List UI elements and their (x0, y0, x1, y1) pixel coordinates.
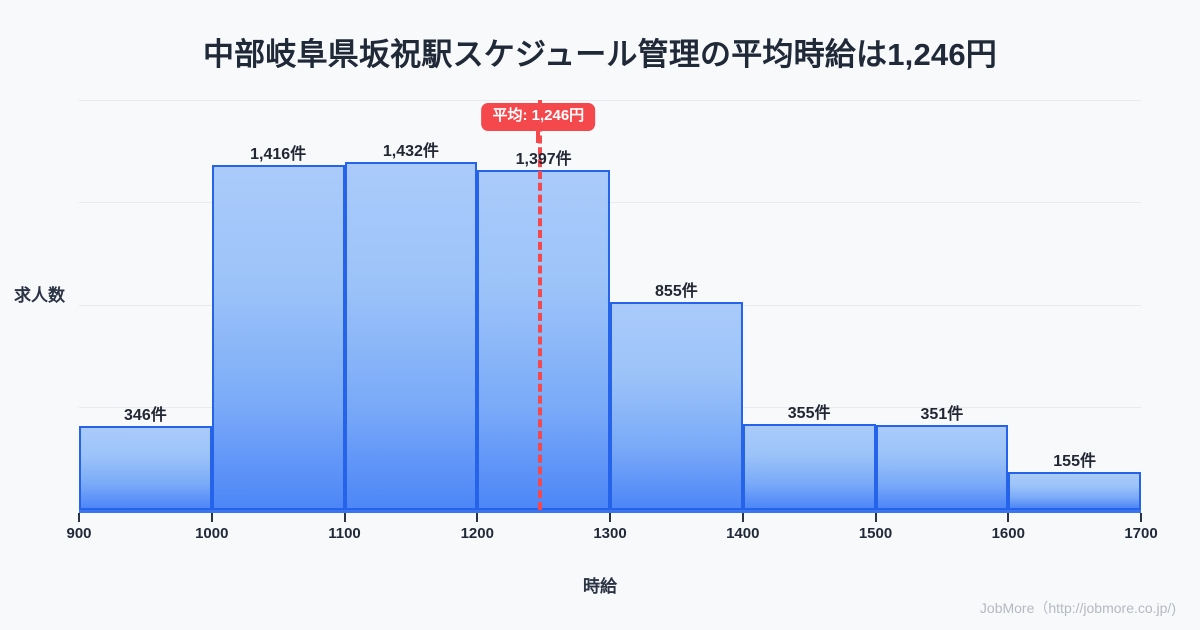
bar[interactable] (344, 161, 478, 510)
bar[interactable] (477, 170, 610, 510)
x-tick-mark (476, 513, 479, 522)
x-tick-mark (874, 513, 877, 522)
bar[interactable] (610, 301, 743, 510)
bar-value-label: 1,432件 (382, 142, 439, 160)
x-tick-mark (343, 513, 346, 522)
y-axis-label: 求人数 (14, 286, 65, 305)
bar[interactable] (211, 165, 345, 510)
x-tick-label: 1200 (460, 525, 494, 542)
footer-watermark: JobMore（http://jobmore.co.jp/) (979, 600, 1176, 616)
bar-value-label: 1,416件 (250, 146, 307, 164)
bar-value-label: 355件 (787, 404, 831, 422)
bar-value-label: 855件 (655, 282, 698, 300)
average-badge: 平均: 1,246円 (481, 103, 596, 131)
average-vline (538, 100, 543, 510)
bar[interactable] (875, 424, 1009, 510)
bar-value-label: 351件 (920, 405, 964, 423)
x-tick-mark (609, 513, 611, 522)
page-title: 中部岐阜県坂祝駅スケジュール管理の平均時給は1,246円 (202, 37, 997, 72)
x-tick-label: 1100 (328, 525, 361, 542)
x-tick-label: 1600 (991, 525, 1025, 542)
bar[interactable] (742, 423, 876, 510)
x-tick-label: 1500 (858, 525, 893, 542)
bar[interactable] (79, 425, 212, 510)
x-axis-label: 時給 (583, 577, 617, 596)
average-stub (536, 129, 541, 143)
x-tick-mark (1140, 513, 1142, 522)
x-tick-mark (1007, 513, 1010, 522)
x-tick-mark (78, 513, 80, 522)
gridline (79, 100, 1141, 101)
x-tick-mark (741, 513, 744, 522)
bar-value-label: 155件 (1053, 453, 1096, 471)
x-tick-label: 1400 (726, 525, 760, 542)
x-tick-mark (210, 513, 213, 522)
plot-area (79, 100, 1141, 510)
x-tick-label: 1000 (195, 525, 229, 542)
bar-value-label: 346件 (124, 406, 167, 424)
x-tick-label: 900 (66, 525, 92, 542)
x-tick-label: 1300 (593, 525, 627, 542)
gridline (79, 202, 1141, 203)
x-axis-line (79, 510, 1141, 513)
bar[interactable] (1008, 472, 1141, 510)
bar-value-label: 1,397件 (515, 151, 572, 169)
x-tick-label: 1700 (1124, 525, 1158, 542)
